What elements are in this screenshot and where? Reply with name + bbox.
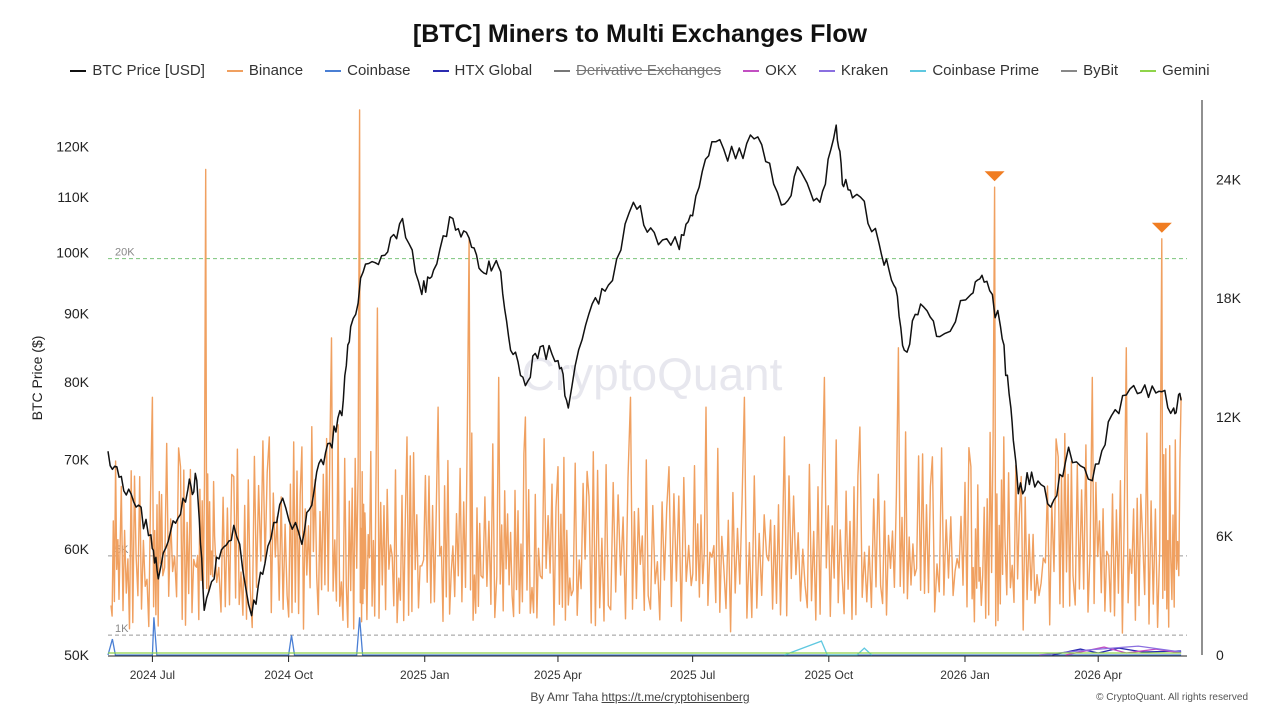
legend-item[interactable]: Coinbase Prime [910,62,1039,79]
legend-swatch [1140,69,1157,72]
peak-marker [984,171,1005,182]
btc-price-line [107,124,1182,617]
y-left-tick-label: 110K [57,189,89,205]
legend-label: Coinbase Prime [932,62,1040,79]
y-left-tick-label: 70K [64,452,90,468]
x-tick-label: 2026 Jan [940,668,989,682]
legend-swatch [743,69,760,72]
legend-label: BTC Price [USD] [92,62,205,79]
x-tick-label: 2024 Oct [264,668,313,682]
watermark: CryptoQuant [522,348,783,400]
legend-label: ByBit [1083,62,1119,79]
legend-label: Gemini [1162,62,1210,79]
legend-label: HTX Global [454,62,533,79]
y-left-tick-label: 50K [64,647,90,663]
y-left-tick-label: 90K [64,306,90,322]
reference-line-label: 20K [115,247,135,259]
series-line-coinbase-prime [784,640,873,656]
legend-item[interactable]: BTC Price [USD] [70,62,205,79]
y-right-tick-label: 18K [1216,290,1242,306]
y-right-tick-label: 12K [1216,409,1242,425]
series-line-coinbase [107,617,1182,656]
legend-swatch [70,69,87,72]
chart-title: [BTC] Miners to Multi Exchanges Flow [412,20,868,48]
series-line-htx-global [1052,647,1182,656]
legend-label: Kraken [840,62,889,79]
y-right-tick-label: 24K [1216,171,1242,187]
x-tick-label: 2025 Apr [534,668,582,682]
credit-text: By Amr Taha [530,690,599,704]
legend-item[interactable]: HTX Global [432,62,533,79]
legend-item[interactable]: Coinbase [325,62,411,79]
y-left-tick-label: 120K [56,138,89,154]
reference-line-label: 1K [115,623,129,635]
legend-label: Derivative Exchanges [576,62,722,79]
legend-item[interactable]: Gemini [1140,62,1210,79]
x-tick-label: 2025 Jul [670,668,715,682]
x-tick-label: 2025 Jan [400,668,449,682]
y-right-tick-label: 0 [1216,647,1224,663]
binance-flow-line [110,109,1182,634]
copyright-text: © CryptoQuant. All rights reserved [1096,692,1248,703]
y-right-tick-label: 6K [1216,528,1234,544]
legend-swatch [1061,69,1078,72]
legend-item[interactable]: Binance [226,62,304,79]
y-axis-left-label: BTC Price ($) [29,336,45,421]
peak-marker [1151,222,1172,233]
legend-swatch [910,69,927,72]
legend-label: Binance [248,62,304,79]
x-tick-label: 2026 Apr [1074,668,1122,682]
legend-item[interactable]: OKX [743,62,797,79]
legend-swatch [432,69,449,72]
legend-swatch [226,69,243,72]
legend-item[interactable]: Kraken [818,62,889,79]
x-tick-label: 2025 Oct [804,668,853,682]
y-left-tick-label: 100K [56,244,89,260]
legend-label: Coinbase [347,62,411,79]
legend: BTC Price [USD] Binance Coinbase HTX Global… [0,62,1280,79]
legend-swatch [325,69,342,72]
legend-item[interactable]: ByBit [1061,62,1118,79]
legend-swatch [818,69,835,72]
legend-swatch [554,69,571,72]
legend-item[interactable]: Derivative Exchanges [554,62,721,79]
credit-line: By Amr Taha https://t.me/cryptohisenberg [0,690,1280,704]
x-tick-label: 2024 Jul [130,668,175,682]
y-left-tick-label: 80K [64,374,90,390]
legend-label: OKX [765,62,797,79]
y-left-tick-label: 60K [64,541,90,557]
credit-link[interactable]: https://t.me/cryptohisenberg [601,690,750,704]
